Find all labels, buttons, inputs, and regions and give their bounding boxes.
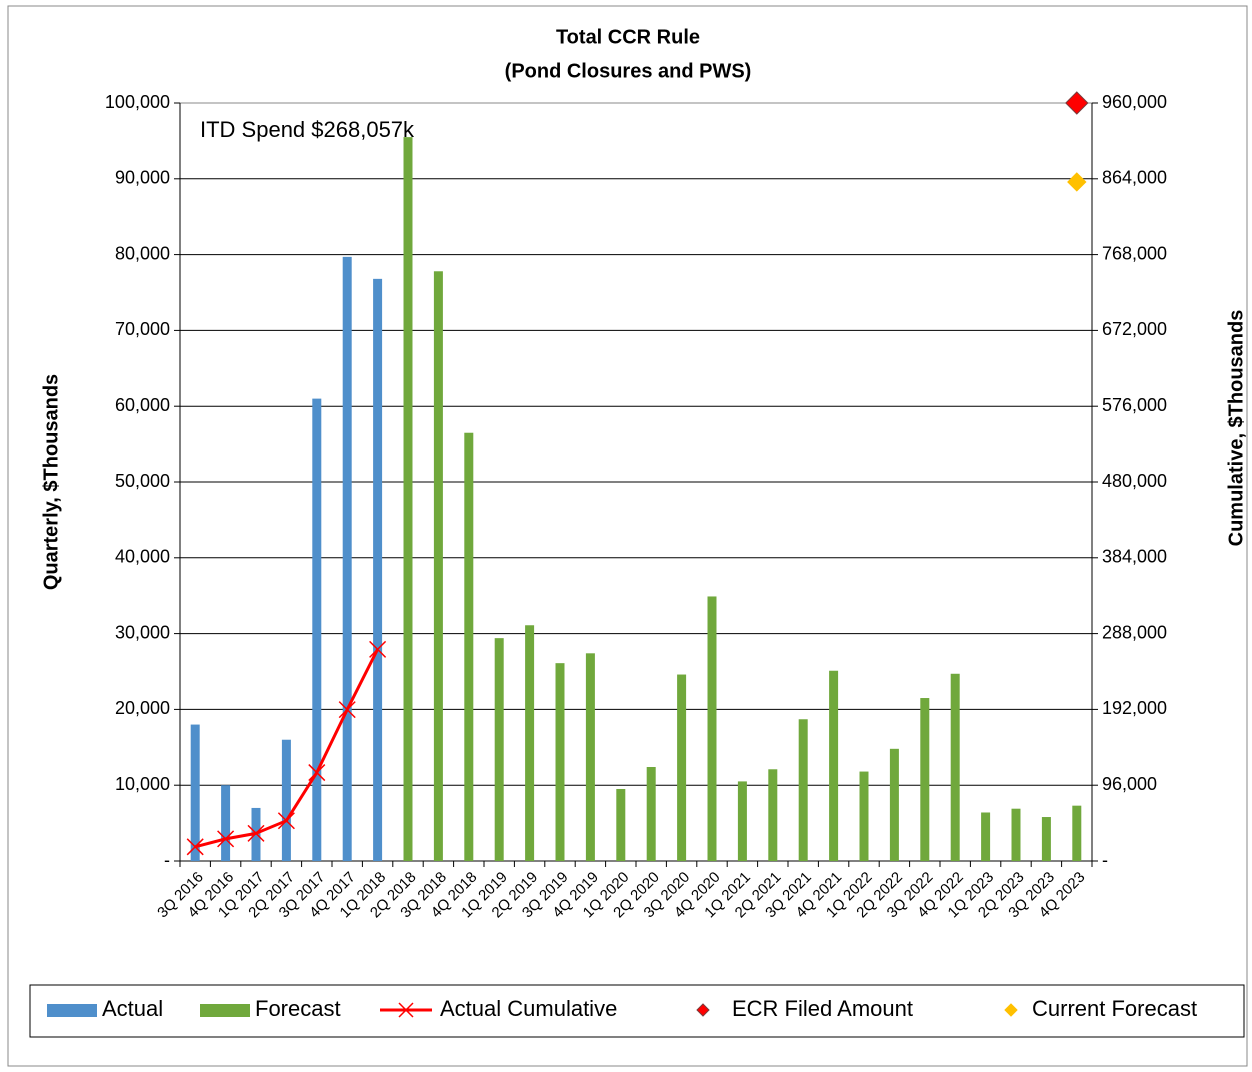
- bar: [1011, 808, 1021, 861]
- legend-swatch: [200, 1004, 250, 1017]
- bar: [221, 785, 231, 861]
- bar: [889, 748, 899, 861]
- bar: [373, 278, 383, 862]
- y-tick-label: 60,000: [115, 395, 170, 415]
- point: [1067, 172, 1087, 192]
- bar: [950, 673, 960, 861]
- bar: [981, 812, 991, 861]
- y-tick-label: 90,000: [115, 168, 170, 188]
- bar: [1072, 805, 1082, 861]
- bar: [585, 653, 595, 861]
- legend-swatch: [47, 1004, 97, 1017]
- y-tick-label: 70,000: [115, 319, 170, 339]
- bar: [616, 788, 626, 861]
- y2-tick-label: 768,000: [1102, 243, 1167, 263]
- y2-tick-label: 96,000: [1102, 774, 1157, 794]
- bar: [1041, 817, 1051, 861]
- legend-box: [29, 984, 1245, 1038]
- y2-tick-label: 192,000: [1102, 698, 1167, 718]
- bar: [190, 724, 200, 861]
- y-tick-label: 80,000: [115, 243, 170, 263]
- y2-tick-label: 576,000: [1102, 395, 1167, 415]
- legend-label: ECR Filed Amount: [732, 996, 913, 1021]
- y2-tick-label: 960,000: [1102, 92, 1167, 112]
- y2-tick-label: 480,000: [1102, 471, 1167, 491]
- line-marker: [217, 830, 235, 848]
- legend-label: Forecast: [255, 996, 341, 1021]
- bar: [646, 767, 656, 861]
- bar: [768, 769, 778, 861]
- line-marker: [338, 701, 356, 719]
- annotation: ITD Spend $268,057k: [200, 117, 415, 142]
- legend-swatch: [1004, 1003, 1018, 1017]
- y-tick-label: 20,000: [115, 698, 170, 718]
- line-marker: [186, 838, 204, 856]
- bar: [464, 432, 474, 861]
- bar: [433, 271, 443, 861]
- bar: [859, 771, 869, 861]
- y2-tick-label: 384,000: [1102, 547, 1167, 567]
- y2-tick-label: 864,000: [1102, 168, 1167, 188]
- y-tick-label: 40,000: [115, 547, 170, 567]
- bar: [312, 398, 322, 861]
- legend-swatch: [696, 1003, 710, 1017]
- bar: [737, 781, 747, 861]
- line-marker: [277, 812, 295, 830]
- bar: [281, 739, 291, 861]
- y2-tick-label: -: [1102, 850, 1108, 870]
- y2-axis-label: Cumulative, $Thousands: [1225, 310, 1247, 547]
- y-axis-label: Quarterly, $Thousands: [40, 374, 62, 590]
- y-tick-label: 10,000: [115, 774, 170, 794]
- bar: [920, 698, 930, 861]
- y-tick-label: 100,000: [105, 92, 170, 112]
- chart-border: [7, 5, 1248, 1067]
- y-tick-label: 50,000: [115, 471, 170, 491]
- y-tick-label: 30,000: [115, 622, 170, 642]
- line-marker: [308, 764, 326, 782]
- bar: [342, 256, 352, 861]
- legend-swatch: [398, 1002, 414, 1018]
- bar: [707, 596, 717, 861]
- legend-label: Actual: [102, 996, 163, 1021]
- bar: [525, 625, 535, 861]
- bar: [829, 670, 839, 861]
- bar: [494, 638, 504, 861]
- bar: [677, 674, 687, 861]
- point: [1065, 91, 1089, 115]
- line-marker: [247, 824, 265, 842]
- bar: [798, 719, 808, 861]
- y2-tick-label: 288,000: [1102, 622, 1167, 642]
- legend-label: Current Forecast: [1032, 996, 1197, 1021]
- bar: [555, 663, 565, 861]
- y-tick-label: -: [164, 850, 170, 870]
- chart-subtitle: (Pond Closures and PWS): [505, 60, 752, 82]
- bar: [403, 137, 413, 862]
- y2-tick-label: 672,000: [1102, 319, 1167, 339]
- legend-label: Actual Cumulative: [440, 996, 617, 1021]
- chart-title: Total CCR Rule: [556, 26, 700, 48]
- line-marker: [369, 640, 387, 658]
